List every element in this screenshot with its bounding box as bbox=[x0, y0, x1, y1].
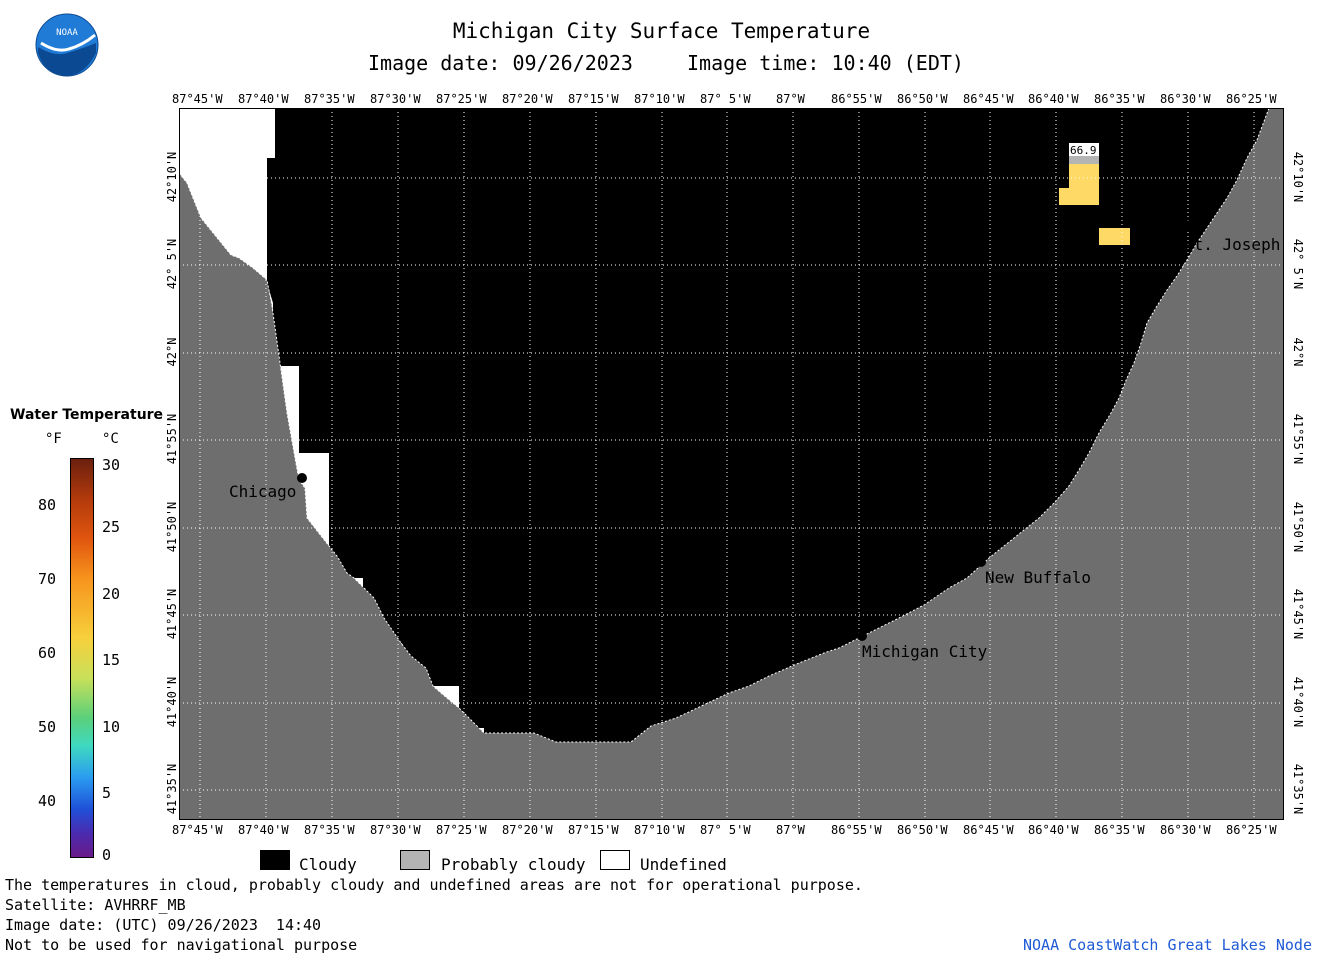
map-title: Michigan City Surface Temperature bbox=[452, 19, 871, 43]
new-buffalo-marker bbox=[976, 557, 986, 567]
lat-tick: 41°50'N bbox=[165, 501, 179, 553]
lat-tick: 41°40'N bbox=[165, 676, 179, 728]
lon-tick: 87°45'W bbox=[172, 823, 223, 837]
lon-tick: 86°45'W bbox=[963, 92, 1014, 106]
c-tick: 15 bbox=[102, 651, 121, 669]
image-date: Image date: 09/26/2023 bbox=[368, 51, 633, 75]
footer-disclaimer: The temperatures in cloud, probably clou… bbox=[5, 876, 863, 894]
colorbar-title: Water Temperature bbox=[10, 407, 164, 423]
colorbar-unit-f: °F bbox=[45, 431, 62, 447]
footer-credit: NOAA CoastWatch Great Lakes Node bbox=[1023, 936, 1312, 954]
c-tick: 20 bbox=[102, 585, 121, 603]
f-tick: 50 bbox=[38, 718, 57, 736]
lat-tick: 41°55'N bbox=[1291, 413, 1305, 465]
temperature-label-box bbox=[1069, 143, 1099, 156]
lon-tick: 87°W bbox=[776, 823, 805, 837]
c-tick: 10 bbox=[102, 718, 121, 736]
warm-water-patch bbox=[1059, 188, 1099, 205]
label-new-buffalo: New Buffalo bbox=[985, 568, 1091, 587]
lon-tick: 87°20'W bbox=[502, 823, 553, 837]
lon-tick: 86°50'W bbox=[897, 92, 948, 106]
probably-cloudy-patch bbox=[1069, 155, 1099, 164]
c-tick: 25 bbox=[102, 518, 121, 536]
image-time: Image time: 10:40 (EDT) bbox=[687, 51, 964, 75]
c-tick: 5 bbox=[102, 784, 112, 802]
f-tick: 80 bbox=[38, 496, 57, 514]
warm-water-patch bbox=[1069, 163, 1099, 189]
st-joseph-marker bbox=[1181, 220, 1191, 230]
lat-tick: 41°40'N bbox=[1291, 676, 1305, 728]
lon-tick: 87° 5'W bbox=[700, 92, 751, 106]
graticule bbox=[179, 108, 1284, 820]
lon-tick: 87°45'W bbox=[172, 92, 223, 106]
lon-tick: 86°50'W bbox=[897, 823, 948, 837]
lon-tick: 86°25'W bbox=[1226, 823, 1277, 837]
legend-label-cloudy: Cloudy bbox=[299, 855, 357, 874]
lon-tick: 87°10'W bbox=[634, 823, 685, 837]
lon-tick: 86°30'W bbox=[1160, 92, 1211, 106]
label-chicago: Chicago bbox=[229, 482, 297, 501]
lon-tick: 87°10'W bbox=[634, 92, 685, 106]
lon-tick: 87°30'W bbox=[370, 823, 421, 837]
temperature-label: 66.9 bbox=[1070, 144, 1097, 157]
lon-tick: 87°W bbox=[776, 92, 805, 106]
footer-nav-warning: Not to be used for navigational purpose bbox=[5, 936, 358, 954]
logo-text: NOAA bbox=[56, 28, 78, 38]
lat-tick: 41°45'N bbox=[1291, 588, 1305, 640]
lon-tick: 87°25'W bbox=[436, 92, 487, 106]
footer-utc-date: Image date: (UTC) 09/26/2023 14:40 bbox=[5, 916, 322, 934]
land-area bbox=[179, 108, 1284, 820]
lat-tick: 41°35'N bbox=[1291, 763, 1305, 815]
michigan-city-marker bbox=[857, 631, 867, 641]
lon-tick: 87°35'W bbox=[304, 92, 355, 106]
f-tick: 40 bbox=[38, 792, 57, 810]
lon-tick: 86°55'W bbox=[831, 823, 882, 837]
label-st-joseph: St. Joseph bbox=[1184, 235, 1281, 254]
lon-tick: 87°30'W bbox=[370, 92, 421, 106]
lat-tick: 42° 5'N bbox=[165, 238, 179, 290]
lon-tick: 86°40'W bbox=[1028, 92, 1079, 106]
lat-tick: 41°55'N bbox=[165, 413, 179, 465]
chicago-marker bbox=[297, 473, 307, 483]
lon-tick: 86°25'W bbox=[1226, 92, 1277, 106]
colorbar-unit-c: °C bbox=[102, 431, 119, 447]
lat-tick: 41°50'N bbox=[1291, 501, 1305, 553]
f-tick: 60 bbox=[38, 644, 57, 662]
lon-tick: 87°25'W bbox=[436, 823, 487, 837]
footer-satellite: Satellite: AVHRRF_MB bbox=[5, 896, 186, 914]
lat-tick: 41°35'N bbox=[165, 763, 179, 815]
lon-tick: 86°35'W bbox=[1094, 92, 1145, 106]
lon-tick: 87°15'W bbox=[568, 92, 619, 106]
lon-tick: 87°40'W bbox=[238, 92, 289, 106]
label-michigan-city: Michigan City bbox=[862, 642, 988, 661]
legend-label-undefined: Undefined bbox=[640, 855, 727, 874]
lon-tick: 86°45'W bbox=[963, 823, 1014, 837]
lon-tick: 86°30'W bbox=[1160, 823, 1211, 837]
legend-label-probably-cloudy: Probably cloudy bbox=[441, 855, 586, 874]
f-tick: 70 bbox=[38, 570, 57, 588]
lon-tick: 86°55'W bbox=[831, 92, 882, 106]
lat-tick: 42° 5'N bbox=[1291, 238, 1305, 290]
lat-tick: 41°45'N bbox=[165, 588, 179, 640]
lon-tick: 87°20'W bbox=[502, 92, 553, 106]
lat-tick: 42°N bbox=[1291, 337, 1305, 367]
colorbar bbox=[70, 458, 94, 858]
map-plot: 66.9 bbox=[179, 108, 1284, 820]
lon-tick: 87°15'W bbox=[568, 823, 619, 837]
lon-tick: 87°40'W bbox=[238, 823, 289, 837]
legend-swatch-undefined bbox=[600, 850, 630, 870]
warm-water-patch bbox=[1099, 228, 1130, 245]
lon-tick: 86°40'W bbox=[1028, 823, 1079, 837]
c-tick: 30 bbox=[102, 456, 121, 474]
lat-tick: 42°10'N bbox=[165, 151, 179, 203]
legend-swatch-cloudy bbox=[260, 850, 290, 870]
lon-tick: 86°35'W bbox=[1094, 823, 1145, 837]
lon-tick: 87°35'W bbox=[304, 823, 355, 837]
legend-swatch-probably-cloudy bbox=[400, 850, 430, 870]
lat-tick: 42°10'N bbox=[1291, 151, 1305, 203]
lon-tick: 87° 5'W bbox=[700, 823, 751, 837]
lat-tick: 42°N bbox=[165, 337, 179, 367]
noaa-logo: NOAA bbox=[35, 13, 99, 77]
c-tick: 0 bbox=[102, 846, 112, 864]
